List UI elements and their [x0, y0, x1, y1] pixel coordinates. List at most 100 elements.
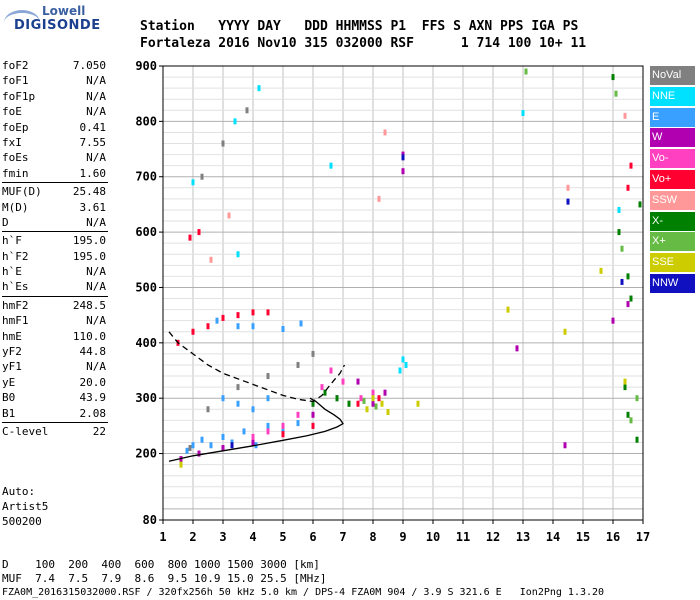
param-label: foEp	[2, 120, 29, 134]
echo-point-x	[311, 400, 315, 407]
echo-point-noval	[236, 384, 240, 391]
param-value: 0.41	[79, 120, 107, 134]
x-tick-label: 13	[516, 530, 530, 544]
param-label: M(D)	[2, 200, 29, 214]
x-tick-label: 16	[606, 530, 620, 544]
auto-program: Artist5	[2, 500, 49, 513]
echo-point-x	[638, 201, 642, 208]
echo-point-noval	[188, 445, 192, 452]
param-value: 195.0	[72, 234, 106, 248]
echo-point-vo	[341, 378, 345, 385]
legend-item: Vo+	[650, 169, 695, 189]
file-info-footer: FZA0M_2016315032000.RSF / 320fx256h 50 k…	[2, 587, 605, 598]
echo-point-sse	[380, 400, 384, 407]
param-row: foF1 N/A	[0, 73, 112, 88]
station-header: Station YYYY DAY DDD HHMMSS P1 FFS S AXN…	[140, 18, 586, 52]
param-row: foF2 7.050	[0, 58, 112, 73]
param-label: B1	[2, 406, 16, 420]
x-tick-label: 1	[159, 530, 166, 544]
echo-point-w	[197, 450, 201, 457]
echo-point-x	[623, 384, 627, 391]
y-tick-label: 400	[135, 336, 157, 350]
echo-point-ssw	[377, 195, 381, 202]
y-tick-label: 600	[135, 225, 157, 239]
param-value: 44.8	[79, 345, 107, 359]
param-label: foF1	[2, 74, 29, 88]
param-value: 43.9	[79, 391, 107, 405]
param-row: foEp 0.41	[0, 120, 112, 135]
echo-point-sse	[371, 395, 375, 402]
legend-item: NNW	[650, 273, 695, 293]
param-row: yE 20.0	[0, 375, 112, 390]
echo-point-nne	[521, 110, 525, 117]
trace-curve-solid	[168, 397, 344, 462]
x-tick-label: 8	[369, 530, 376, 544]
profile-curve-dashed	[168, 331, 346, 403]
muf-table: D 100 200 400 600 800 1000 1500 3000 [km…	[2, 558, 327, 586]
echo-point-vo	[359, 395, 363, 402]
param-row: foF1p N/A	[0, 89, 112, 104]
logo-arc-icon	[4, 10, 40, 35]
param-value: N/A	[86, 215, 106, 229]
echo-point-sse	[599, 267, 603, 274]
param-value: 25.48	[72, 185, 106, 199]
x-tick-label: 3	[219, 530, 226, 544]
muf-row: MUF 7.4 7.5 7.9 8.6 9.5 10.9 15.0 25.5 […	[2, 572, 327, 585]
echo-point-e	[236, 400, 240, 407]
echo-point-e	[251, 323, 255, 330]
echo-point-e	[215, 317, 219, 324]
echo-point-x	[626, 273, 630, 280]
echo-point-nne	[404, 361, 408, 368]
param-row: hmF2 248.5	[0, 298, 112, 313]
lowell-digisonde-logo: Lowell DIGISONDE	[4, 4, 124, 44]
echo-point-x	[620, 245, 624, 252]
legend-item: SSE	[650, 253, 695, 273]
param-value: 20.0	[79, 375, 107, 389]
param-label: D	[2, 215, 9, 229]
param-value: N/A	[86, 280, 106, 294]
param-row: hmF1 N/A	[0, 313, 112, 328]
echo-point-e	[299, 320, 303, 327]
autoscaling-info: Auto: Artist5 500200	[2, 484, 48, 529]
echo-point-x	[626, 411, 630, 418]
echo-point-sse	[623, 378, 627, 385]
header-row-values: Fortaleza 2016 Nov10 315 032000 RSF 1 71…	[140, 36, 587, 51]
echo-point-vo	[188, 234, 192, 241]
echo-points	[176, 68, 642, 468]
param-row: B0 43.9	[0, 390, 112, 405]
echo-point-vo	[281, 431, 285, 438]
echo-point-x	[374, 403, 378, 410]
param-separator	[2, 231, 108, 233]
x-tick-label: 4	[249, 530, 256, 544]
echo-point-x	[635, 436, 639, 443]
param-label: h`F	[2, 234, 22, 248]
param-value: 195.0	[72, 249, 106, 263]
auto-label: Auto:	[2, 485, 36, 498]
param-label: fmin	[2, 166, 29, 180]
echo-point-w	[515, 345, 519, 352]
echo-point-vo	[197, 229, 201, 236]
echo-point-noval	[266, 373, 270, 380]
param-row: h`F2 195.0	[0, 249, 112, 264]
x-tick-label: 6	[309, 530, 316, 544]
echo-point-w	[383, 389, 387, 396]
echo-point-vo	[251, 309, 255, 316]
legend-item: W	[650, 128, 695, 148]
param-value: 1.60	[79, 166, 107, 180]
param-separator	[2, 182, 108, 184]
echo-point-x	[635, 395, 639, 402]
param-label: yF1	[2, 360, 22, 374]
param-value: N/A	[86, 265, 106, 279]
param-value: N/A	[86, 74, 106, 88]
echo-point-sse	[563, 328, 567, 335]
echo-point-sse	[365, 406, 369, 413]
echo-point-noval	[221, 140, 225, 147]
echo-point-vo	[329, 367, 333, 374]
param-row: h`F 195.0	[0, 233, 112, 248]
echo-point-w	[221, 445, 225, 452]
y-tick-label: 300	[135, 391, 157, 405]
echo-point-nnw	[620, 278, 624, 285]
echo-point-noval	[200, 173, 204, 180]
param-separator	[2, 295, 108, 297]
echo-point-nnw	[230, 442, 234, 449]
